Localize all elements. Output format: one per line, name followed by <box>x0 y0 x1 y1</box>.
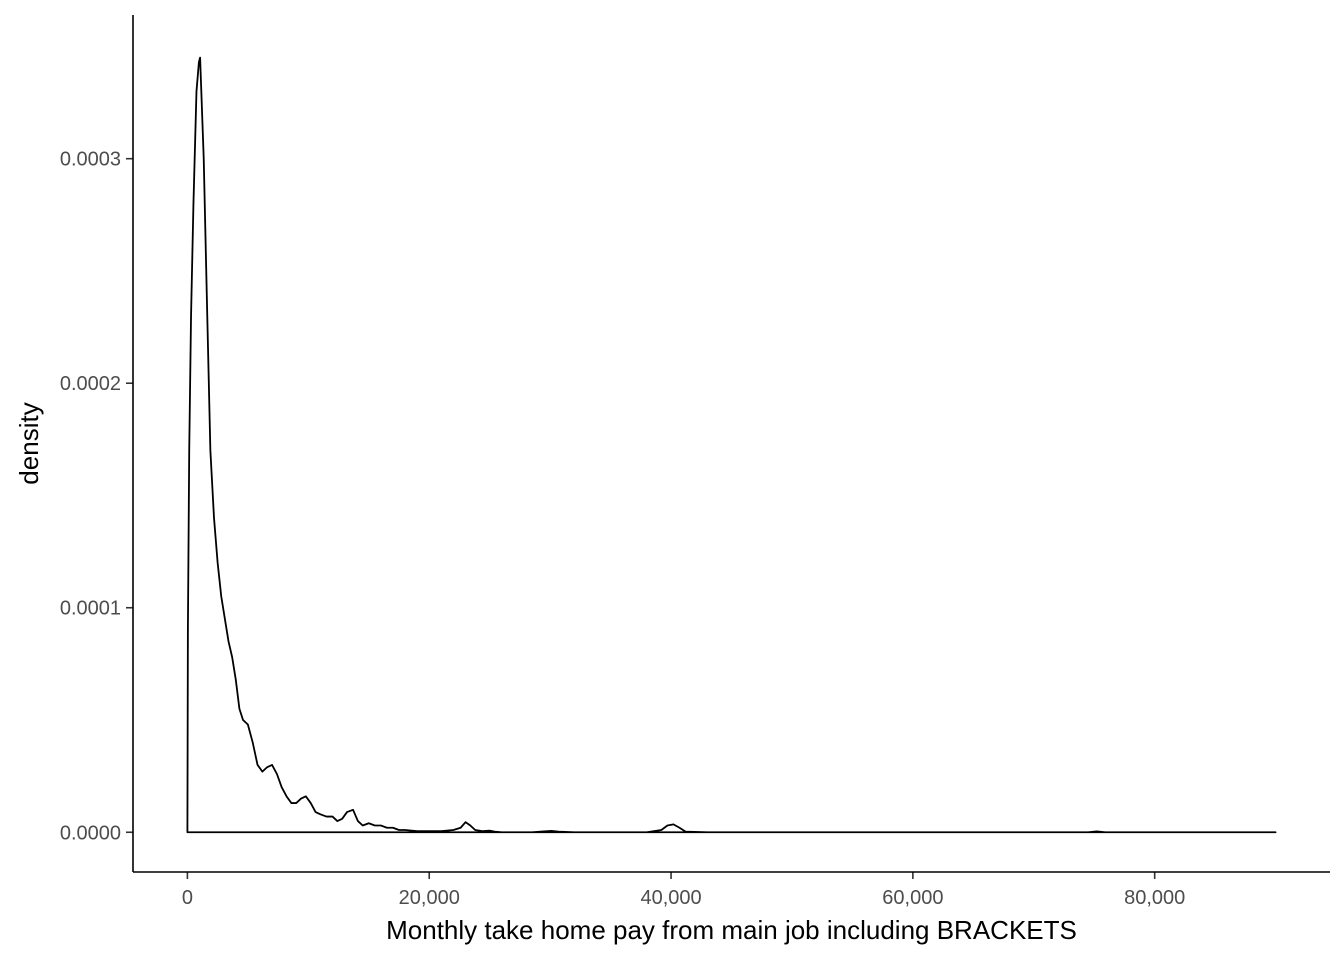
x-tick-label: 0 <box>182 887 193 909</box>
y-tick-label: 0.0003 <box>60 149 121 171</box>
x-tick-label: 60,000 <box>882 887 943 909</box>
density-line <box>186 56 1277 834</box>
series-layer <box>186 56 1277 834</box>
y-tick-label: 0.0000 <box>60 822 121 844</box>
y-axis-title: density <box>14 402 44 484</box>
y-tick-label: 0.0002 <box>60 373 121 395</box>
x-axis-ticks: 0 20,000 40,000 60,000 80,000 <box>182 872 1185 909</box>
y-tick-label: 0.0001 <box>60 598 121 620</box>
x-axis-title: Monthly take home pay from main job incl… <box>386 915 1077 945</box>
x-tick-label: 80,000 <box>1124 887 1185 909</box>
x-tick-label: 20,000 <box>399 887 460 909</box>
x-tick-label: 40,000 <box>640 887 701 909</box>
y-axis-ticks: 0.0000 0.0001 0.0002 0.0003 <box>60 149 133 844</box>
